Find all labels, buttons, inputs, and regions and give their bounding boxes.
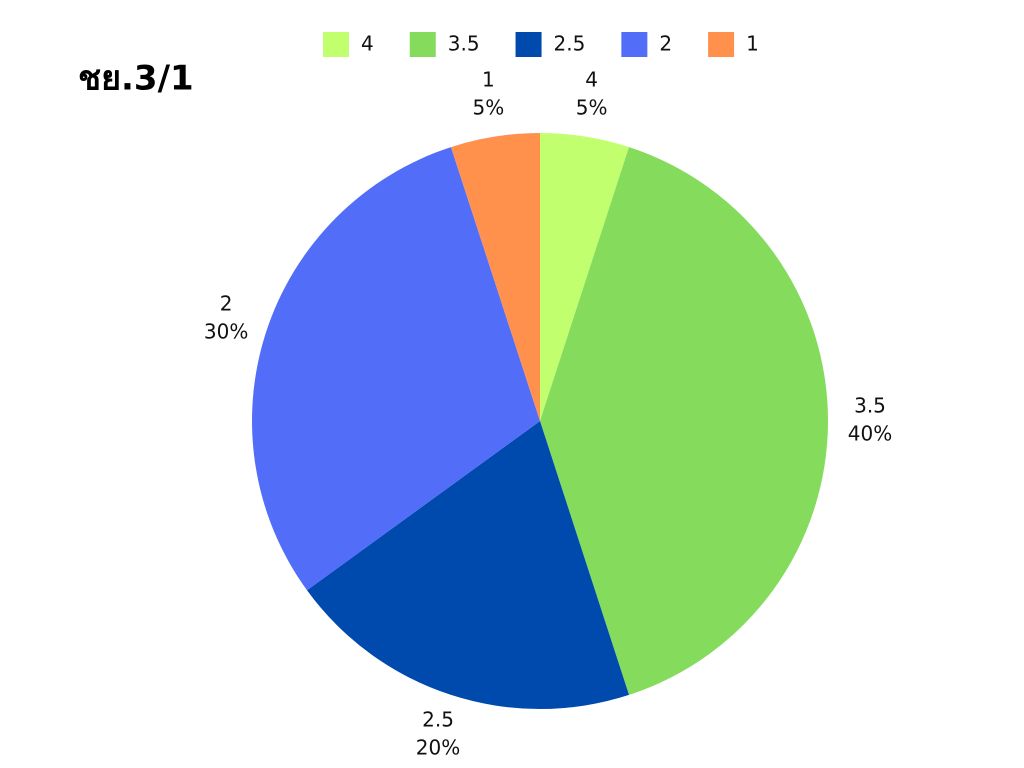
legend-swatch [708, 32, 735, 57]
pie-slice [307, 421, 629, 709]
pie-slice [251, 147, 540, 591]
slice-category-label: 3.5 [854, 394, 886, 418]
slice-category-label: 4 [585, 68, 598, 92]
legend-label: 4 [361, 32, 374, 56]
slice-value-label: 40% [848, 422, 892, 446]
slice-value-label: 20% [416, 735, 460, 759]
slice-value-label: 30% [204, 320, 248, 344]
legend-swatch [409, 32, 436, 57]
slice-value-label: 5% [473, 96, 505, 120]
legend-swatch [621, 32, 648, 57]
pie-slice [540, 147, 828, 695]
legend-label: 3.5 [448, 32, 480, 56]
legend-label: 2 [659, 32, 672, 56]
legend-swatch [323, 32, 349, 57]
pie-slice [451, 133, 540, 421]
slice-value-label: 5% [576, 96, 608, 120]
legend-label: 1 [746, 32, 759, 56]
slice-category-label: 2 [220, 292, 233, 316]
pie-slice [540, 133, 629, 421]
legend-swatch [515, 32, 542, 57]
legend-label: 2.5 [554, 32, 586, 56]
slice-category-label: 1 [482, 68, 495, 92]
chart-title: ชย.3/1 [78, 59, 194, 99]
slice-category-label: 2.5 [422, 707, 454, 731]
